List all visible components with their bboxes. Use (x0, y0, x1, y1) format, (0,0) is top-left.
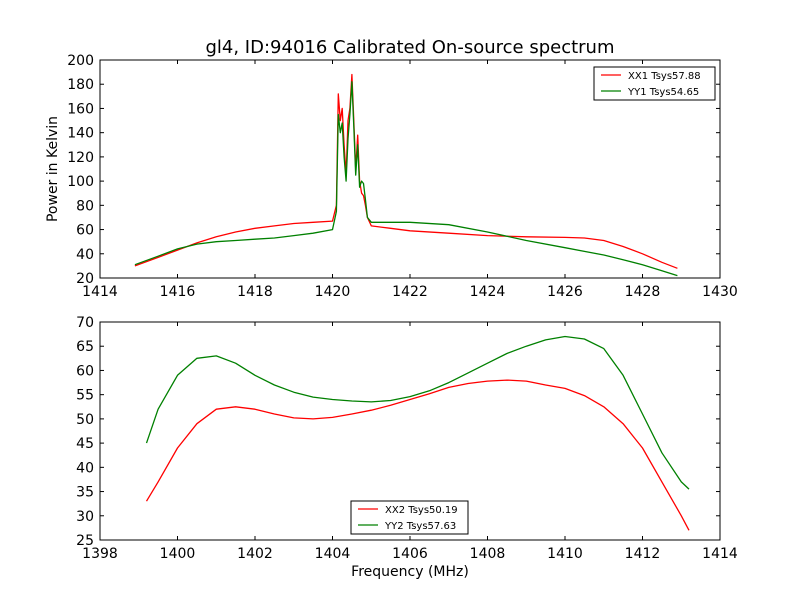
legend-label: YY2 Tsys57.63 (384, 521, 456, 532)
y-tick-label: 65 (76, 339, 94, 355)
x-tick-label: 1414 (82, 284, 118, 300)
bottom-panel: 1398 1400 1402 1404 1406 1408 1410 1412 1414 25 30… (76, 315, 738, 562)
x-tick-label: 1418 (237, 284, 273, 300)
x-tick-label: 1424 (470, 284, 506, 300)
y-tick-label: 200 (67, 53, 94, 69)
legend-label: XX1 Tsys57.88 (628, 71, 701, 82)
y-tick-label: 180 (67, 77, 94, 93)
y-tick-label: 100 (67, 174, 94, 190)
y-tick-label: 120 (67, 150, 94, 166)
x-tick-label: 1408 (470, 546, 506, 562)
top-panel: 1414 1416 1418 1420 1422 1424 1426 1428 1430 20 40… (67, 53, 738, 300)
y-tick-label: 30 (76, 509, 94, 525)
series-line-2 (134, 81, 678, 277)
legend (593, 66, 716, 101)
x-tick-label: 1414 (702, 546, 738, 562)
series-line-1 (145, 379, 690, 531)
y-tick-label: 80 (76, 198, 94, 214)
x-tick-label: 1410 (547, 546, 583, 562)
x-tick-label: 1406 (392, 546, 428, 562)
x-axis-label: Frequency (MHz) (351, 564, 469, 580)
y-tick-label: 40 (76, 247, 94, 263)
x-tick-label: 1420 (315, 284, 351, 300)
y-tick-label: 40 (76, 460, 94, 476)
y-tick-label: 60 (76, 223, 94, 239)
y-tick-label: 45 (76, 436, 94, 452)
y-tick-label: 35 (76, 485, 94, 501)
y-tick-label: 55 (76, 388, 94, 404)
x-tick-label: 1412 (625, 546, 661, 562)
x-tick-label: 1404 (315, 546, 351, 562)
x-tick-label: 1402 (237, 546, 273, 562)
x-tick-label: 1428 (625, 284, 661, 300)
y-tick-label: 60 (76, 363, 94, 379)
y-tick-label: 70 (76, 315, 94, 331)
x-tick-label: 1426 (547, 284, 583, 300)
chart-title: gl4, ID:94016 Calibrated On-source spect… (205, 37, 614, 58)
y-tick-label: 25 (76, 533, 94, 549)
y-tick-label: 160 (67, 101, 94, 117)
x-tick-label: 1400 (160, 546, 196, 562)
x-tick-label: 1422 (392, 284, 428, 300)
legend (350, 500, 469, 535)
series-line-2 (145, 335, 690, 490)
y-tick-label: 140 (67, 126, 94, 142)
x-tick-label: 1430 (702, 284, 738, 300)
legend-label: XX2 Tsys50.19 (385, 505, 458, 516)
x-tick-label: 1416 (160, 284, 196, 300)
legend-label: YY1 Tsys54.65 (627, 87, 699, 98)
y-tick-label: 20 (76, 271, 94, 287)
x-tick-label: 1398 (82, 546, 118, 562)
y-axis-label: Power in Kelvin (45, 116, 61, 222)
y-tick-label: 50 (76, 412, 94, 428)
